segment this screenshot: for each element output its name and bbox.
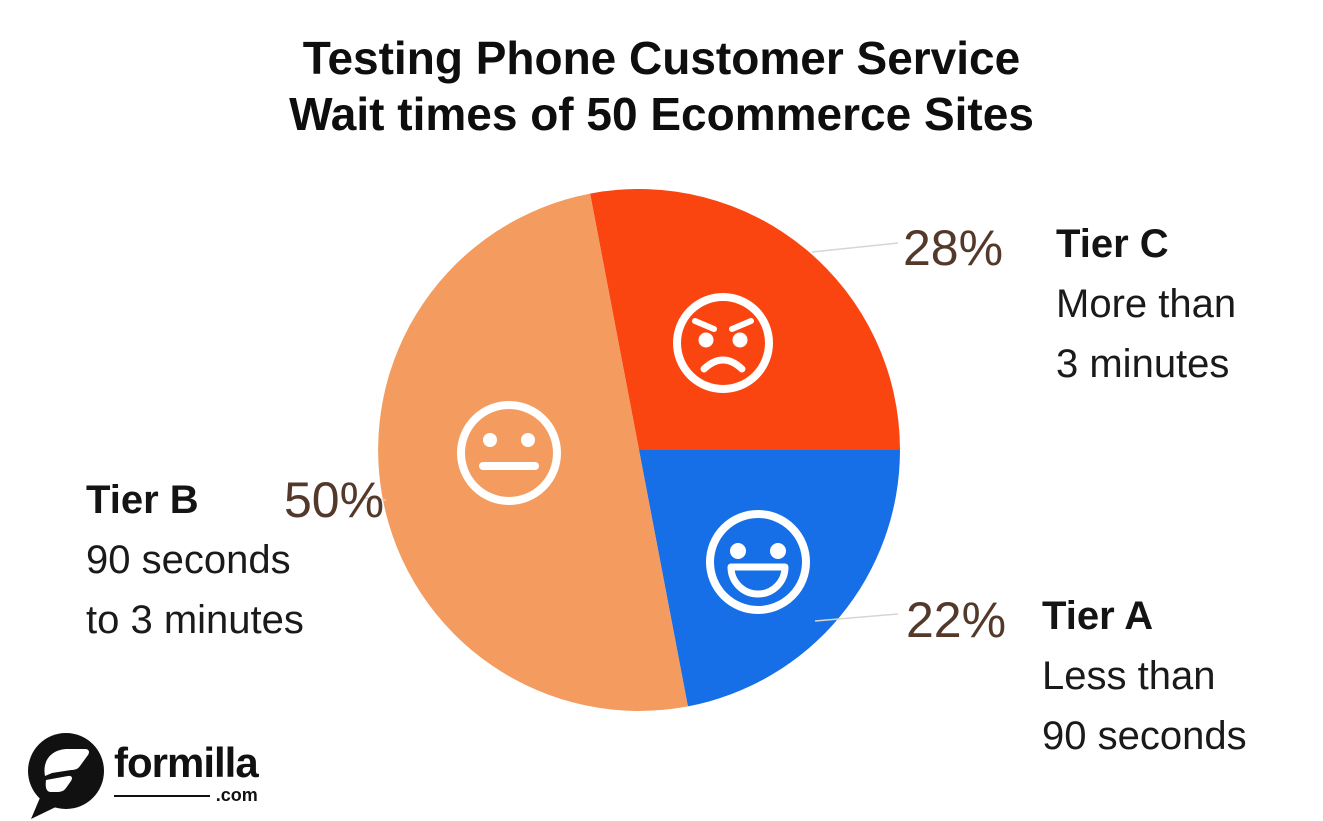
- tier-c-label: Tier C More than 3 minutes: [1056, 214, 1236, 394]
- happy-face-icon: [706, 510, 810, 614]
- formilla-logo-icon: [28, 733, 104, 819]
- leader-line-tier-b: [363, 497, 387, 501]
- tier-b-desc-line1: 90 seconds: [86, 538, 291, 582]
- tier-c-desc-line1: More than: [1056, 282, 1237, 326]
- leader-lines: [363, 242, 899, 622]
- tier-a-name: Tier A: [1042, 594, 1154, 638]
- tier-a-percent: 22%: [906, 592, 1007, 648]
- logo-underline: [114, 794, 210, 797]
- pie-slices: [378, 189, 900, 711]
- chart-title: Testing Phone Customer Service Wait time…: [0, 30, 1323, 142]
- tier-b-label: Tier B 90 seconds to 3 minutes: [86, 470, 304, 650]
- angry-face-icon: [673, 293, 773, 393]
- pie-slice-tier-a: [639, 450, 900, 707]
- chart-title-line2: Wait times of 50 Ecommerce Sites: [289, 88, 1034, 140]
- tier-b-name: Tier B: [86, 478, 199, 522]
- leader-line-tier-c: [811, 242, 899, 253]
- tier-a-desc-line2: 90 seconds: [1042, 714, 1247, 758]
- chart-title-line1: Testing Phone Customer Service: [302, 32, 1021, 84]
- pie-slice-tier-c: [590, 189, 900, 451]
- formilla-logo: formilla .com: [26, 731, 259, 821]
- tier-b-desc-line2: to 3 minutes: [86, 598, 304, 642]
- leader-line-tier-a: [814, 613, 899, 622]
- formilla-logo-text: formilla .com: [114, 739, 259, 806]
- formilla-tld-text: .com: [215, 785, 258, 805]
- tier-a-desc-line1: Less than: [1042, 654, 1216, 698]
- tier-c-name: Tier C: [1056, 222, 1169, 266]
- tier-c-percent: 28%: [903, 220, 1004, 276]
- tier-b-percent: 50%: [284, 472, 385, 528]
- tier-a-label: Tier A Less than 90 seconds: [1042, 586, 1247, 766]
- tier-c-desc-line2: 3 minutes: [1056, 342, 1230, 386]
- neutral-face-icon: [457, 401, 561, 505]
- formilla-brand-text: formilla: [114, 739, 259, 786]
- pie-slice-tier-b: [378, 193, 688, 711]
